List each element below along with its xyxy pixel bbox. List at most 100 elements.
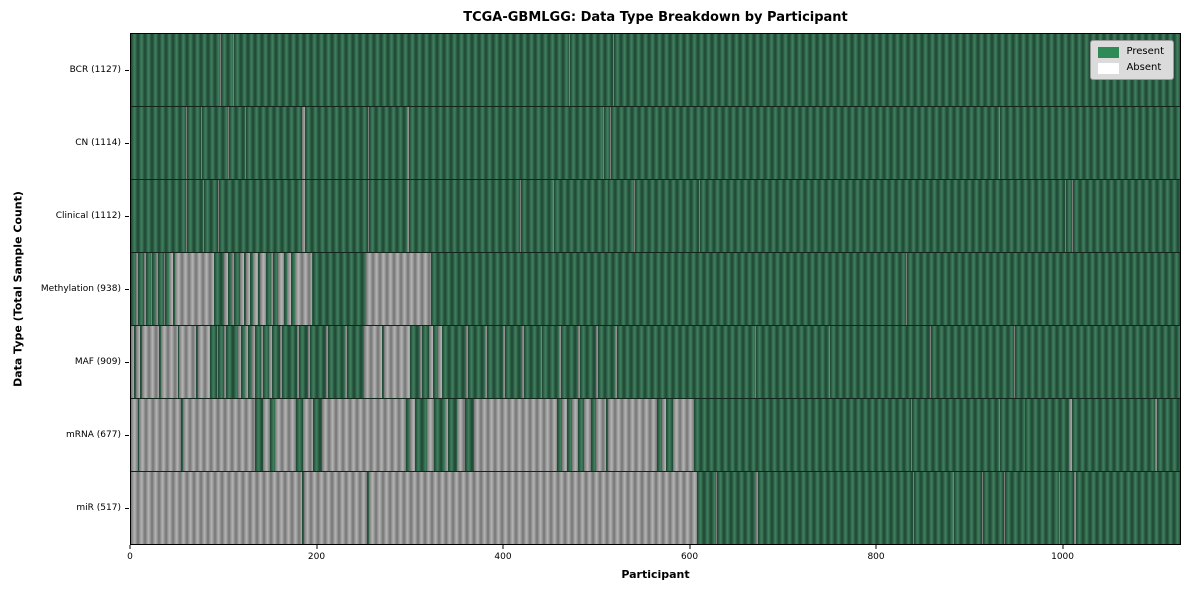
segment-present <box>1072 180 1180 252</box>
segment-absent <box>521 326 524 398</box>
segment-present <box>598 326 615 398</box>
segment-absent <box>520 180 521 252</box>
heatmap-row <box>131 107 1180 180</box>
segment-absent <box>503 326 506 398</box>
segment-absent <box>1004 472 1005 544</box>
segment-present <box>542 326 560 398</box>
segment-present <box>248 326 252 398</box>
segment-present <box>953 472 982 544</box>
y-tick-label: MAF (909) <box>74 357 121 368</box>
segment-present <box>346 326 364 398</box>
segment-absent <box>610 107 612 179</box>
segment-absent <box>368 180 370 252</box>
segment-present <box>577 399 585 471</box>
segment-present <box>430 253 907 325</box>
y-tick-label: Methylation (938) <box>40 284 121 294</box>
segment-absent <box>607 180 609 252</box>
segment-absent <box>144 253 146 325</box>
segment-present <box>694 399 911 471</box>
segment-present <box>328 326 346 398</box>
segment-absent <box>428 326 433 398</box>
segment-present <box>608 180 634 252</box>
segment-present <box>982 472 1005 544</box>
segment-absent <box>615 326 617 398</box>
segment-absent <box>200 107 202 179</box>
segment-absent <box>661 399 667 471</box>
segment-absent <box>1024 399 1026 471</box>
segment-present <box>605 399 609 471</box>
legend-label: Present <box>1126 46 1164 57</box>
segment-absent <box>321 399 406 471</box>
x-tick-label: 1000 <box>1051 552 1075 562</box>
segment-absent <box>1058 472 1060 544</box>
segment-absent <box>185 180 187 252</box>
segment-present <box>410 326 420 398</box>
legend-swatch-icon <box>1098 62 1120 74</box>
segment-present <box>465 399 474 471</box>
x-tick-label: 0 <box>127 552 133 562</box>
segment-absent <box>1072 180 1073 252</box>
y-tick-mark <box>125 69 129 71</box>
segment-absent <box>929 326 931 398</box>
segment-present <box>186 180 203 252</box>
segment-present <box>907 253 1180 325</box>
segment-absent <box>540 326 543 398</box>
segment-absent <box>572 399 578 471</box>
segment-present <box>486 326 504 398</box>
segment-present <box>201 107 228 179</box>
segment-present <box>755 326 830 398</box>
segment-absent <box>613 34 615 106</box>
segment-present <box>570 34 614 106</box>
segment-present <box>590 399 597 471</box>
segment-absent <box>268 326 272 398</box>
segment-present <box>656 399 662 471</box>
segment-present <box>225 326 239 398</box>
segment-absent <box>569 34 571 106</box>
segment-absent <box>279 326 282 398</box>
y-tick-mark <box>125 142 129 144</box>
segment-absent <box>202 180 204 252</box>
segment-absent <box>252 253 258 325</box>
y-tick-label: mRNA (677) <box>66 430 121 441</box>
segment-present <box>1075 472 1180 544</box>
segment-absent <box>135 253 139 325</box>
legend-label: Absent <box>1126 62 1162 73</box>
segment-present <box>1015 326 1180 398</box>
segment-absent <box>596 399 606 471</box>
heatmap-row <box>131 399 1180 472</box>
plot-wrap: Present Absent BCR (1127) CN (1114) Clinica… <box>41 33 1181 562</box>
segment-present <box>405 399 411 471</box>
segment-absent <box>999 399 1001 471</box>
plot-area <box>130 33 1181 545</box>
segment-present <box>1072 399 1155 471</box>
y-tick-label: CN (1114) <box>75 137 121 148</box>
segment-present <box>137 399 140 471</box>
legend: Present Absent <box>1090 40 1174 80</box>
y-tick-label: Clinical (1112) <box>55 210 121 221</box>
segment-present <box>614 34 1180 106</box>
segment-absent <box>163 253 166 325</box>
x-axis-label: Participant <box>621 568 690 581</box>
segment-present <box>1005 472 1025 544</box>
segment-present <box>1000 107 1180 179</box>
segment-present <box>145 253 151 325</box>
heatmap-row <box>131 472 1180 544</box>
segment-present <box>152 253 157 325</box>
segment-absent <box>198 326 211 398</box>
segment-absent <box>456 399 466 471</box>
segment-absent <box>296 326 299 398</box>
segment-absent <box>139 399 182 471</box>
segment-present <box>219 180 303 252</box>
segment-absent <box>220 34 222 106</box>
segment-present <box>696 472 717 544</box>
segment-absent <box>216 326 219 398</box>
segment-absent <box>294 253 313 325</box>
segment-present <box>177 326 180 398</box>
segment-absent <box>426 399 435 471</box>
segment-present <box>369 107 407 179</box>
heatmap-row <box>131 326 1180 399</box>
segment-present <box>131 180 186 252</box>
segment-absent <box>245 107 247 179</box>
segment-present <box>172 253 175 325</box>
